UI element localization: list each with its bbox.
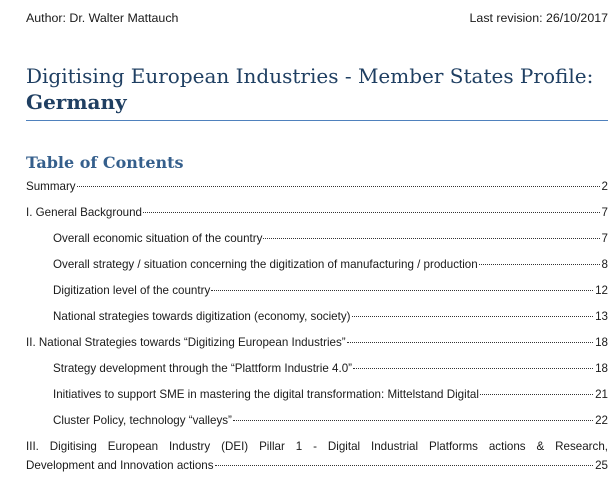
- toc-page-number: 7: [601, 232, 608, 245]
- page-header: Author: Dr. Walter Mattauch Last revisio…: [26, 11, 608, 29]
- toc-entry-label: Strategy development through the “Plattf…: [53, 362, 353, 375]
- toc-page-number: 7: [601, 206, 608, 219]
- toc-entry-label-continued: Development and Innovation actions 25: [26, 456, 608, 475]
- toc-heading: Table of Contents: [26, 153, 184, 172]
- toc-entry-label: Development and Innovation actions: [26, 459, 214, 472]
- toc-entry-label: Cluster Policy, technology “valleys”: [53, 414, 232, 427]
- toc-leader-dots: [351, 316, 594, 317]
- last-revision-text: Last revision: 26/10/2017: [469, 11, 608, 25]
- toc-leader-dots: [76, 186, 600, 187]
- toc-page-number: 13: [595, 310, 608, 323]
- toc-leader-dots: [346, 342, 594, 343]
- toc-page-number: 21: [595, 388, 608, 401]
- toc-page-number: 22: [595, 414, 608, 427]
- toc-page-number: 18: [595, 336, 608, 349]
- toc-leader-dots: [478, 264, 600, 265]
- toc-leader-dots: [214, 465, 594, 466]
- document-title-country: Germany: [26, 90, 127, 114]
- author-text: Author: Dr. Walter Mattauch: [26, 11, 179, 25]
- toc-entry-label: Overall strategy / situation concerning …: [53, 258, 478, 271]
- toc-entry-label: Initiatives to support SME in mastering …: [53, 388, 479, 401]
- toc-page-number: 18: [595, 362, 608, 375]
- toc-entry-national-strategies-digitization[interactable]: National strategies towards digitization…: [53, 308, 608, 325]
- toc-entry-label: Summary: [26, 180, 76, 193]
- toc-entry-digitization-level[interactable]: Digitization level of the country 12: [53, 282, 608, 299]
- toc-leader-dots: [353, 368, 594, 369]
- toc-entry-overall-strategy[interactable]: Overall strategy / situation concerning …: [53, 256, 608, 273]
- toc-entry-label: III. Digitising European Industry (DEI) …: [26, 440, 608, 453]
- toc-entry-economic-situation[interactable]: Overall economic situation of the countr…: [53, 230, 608, 247]
- toc-entry-cluster-policy[interactable]: Cluster Policy, technology “valleys” 22: [53, 412, 608, 429]
- toc-leader-dots: [479, 394, 594, 395]
- toc-leader-dots: [211, 290, 594, 291]
- toc-leader-dots: [263, 238, 600, 239]
- toc-leader-dots: [143, 212, 600, 213]
- document-title: Digitising European Industries - Member …: [26, 63, 608, 115]
- toc-entry-label: II. National Strategies towards “Digitiz…: [26, 336, 346, 349]
- toc-entry-label: Digitization level of the country: [53, 284, 211, 297]
- toc-leader-dots: [232, 420, 594, 421]
- toc-entry-national-strategies-dei[interactable]: II. National Strategies towards “Digitiz…: [26, 334, 608, 351]
- toc-entry-summary[interactable]: Summary 2: [26, 178, 608, 195]
- toc-entry-plattform-industrie[interactable]: Strategy development through the “Plattf…: [53, 360, 608, 377]
- toc-entry-label: Overall economic situation of the countr…: [53, 232, 263, 245]
- toc-entry-label: I. General Background: [26, 206, 143, 219]
- toc-entry-sme-initiatives[interactable]: Initiatives to support SME in mastering …: [53, 386, 608, 403]
- toc-page-number: 25: [595, 459, 608, 472]
- toc-entry-label: National strategies towards digitization…: [53, 310, 351, 323]
- toc-page-number: 8: [601, 258, 608, 271]
- toc-page-number: 2: [601, 180, 608, 193]
- toc-entry-dei-pillar-1[interactable]: III. Digitising European Industry (DEI) …: [26, 437, 608, 475]
- document-title-main: Digitising European Industries - Member …: [26, 64, 594, 88]
- toc-entry-general-background[interactable]: I. General Background 7: [26, 204, 608, 221]
- title-divider: [26, 120, 608, 121]
- toc-page-number: 12: [595, 284, 608, 297]
